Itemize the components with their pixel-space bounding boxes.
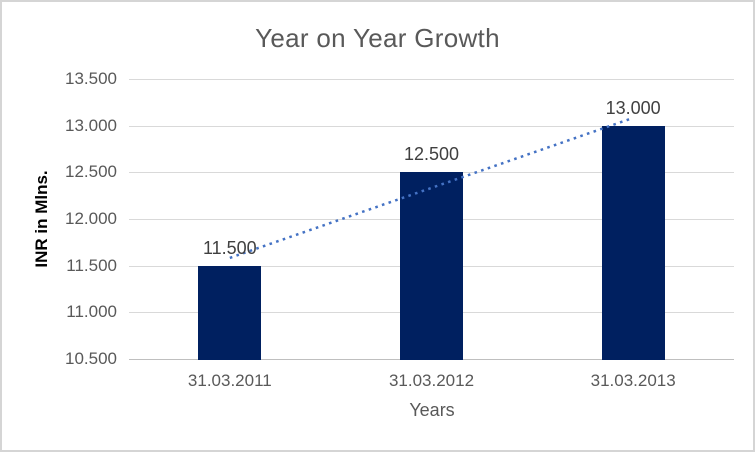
bar-31.03.2013 — [602, 126, 665, 360]
bar-31.03.2012 — [400, 172, 463, 360]
data-label: 11.500 — [202, 237, 257, 258]
bar-31.03.2011 — [198, 266, 261, 360]
y-tick-label: 13.000 — [65, 115, 117, 135]
plot-area — [129, 79, 734, 360]
x-axis-title: Years — [409, 400, 455, 420]
data-label: 12.500 — [403, 144, 460, 165]
y-tick-label: 11.000 — [66, 302, 117, 322]
y-tick-label: 12.000 — [65, 209, 117, 228]
x-tick-label: 31.03.2013 — [590, 371, 676, 390]
chart-title: Year on Year Growth — [255, 23, 500, 53]
y-tick-label: 13.500 — [65, 69, 117, 88]
x-tick-label: 31.03.2011 — [187, 371, 272, 390]
data-label: 13.000 — [605, 97, 661, 118]
trendline — [229, 116, 634, 260]
x-tick-label: 31.03.2012 — [388, 371, 475, 390]
y-tick-label: 10.500 — [65, 349, 117, 368]
y-tick-label: 12.500 — [65, 162, 117, 182]
y-tick-label: 11.500 — [66, 255, 117, 275]
